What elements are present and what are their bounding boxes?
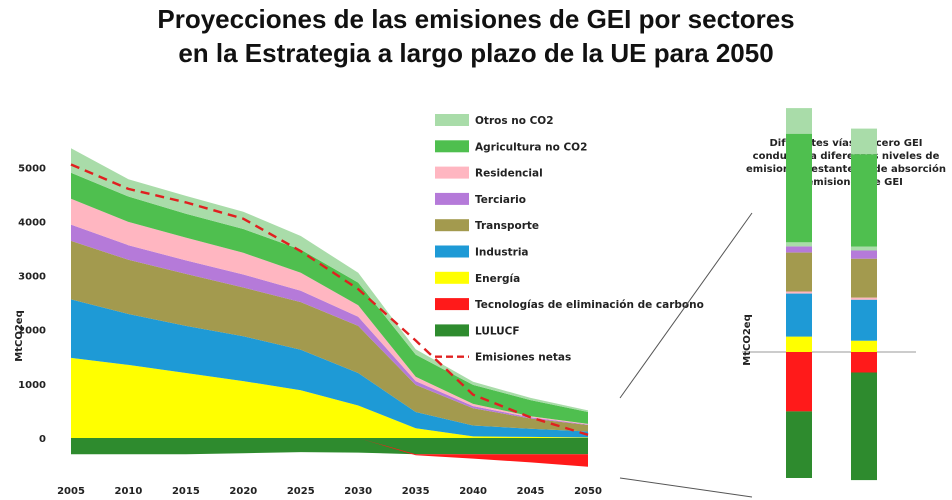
x-tick-label: 2015 [172, 486, 200, 497]
legend-label: Residencial [475, 168, 543, 180]
legend-label: Terciario [475, 194, 526, 206]
y-tick-label: 1000 [18, 380, 46, 391]
bar-segment [851, 341, 877, 352]
bar-segment [786, 294, 812, 337]
legend-label: Emisiones netas [475, 352, 571, 364]
legend-swatch [435, 193, 469, 205]
bar-segment [851, 246, 877, 250]
side-chart-title: emisiones restantes y de absorción [746, 163, 946, 175]
y-tick-label: 5000 [18, 163, 46, 174]
bar-segment [851, 251, 877, 259]
legend-label: LULUCF [475, 325, 520, 337]
y-axis-label: MtCO2eq [14, 310, 25, 361]
bar-segment [786, 352, 812, 411]
legend-swatch [435, 298, 469, 310]
area-lulucf [71, 438, 588, 454]
x-tick-label: 2020 [229, 486, 257, 497]
bar-segment [786, 411, 812, 478]
y-tick-label: 3000 [18, 272, 46, 283]
bar-segment [786, 246, 812, 252]
x-tick-label: 2040 [459, 486, 487, 497]
legend-swatch [435, 246, 469, 258]
bar-segment [851, 300, 877, 341]
legend-swatch [435, 140, 469, 152]
bar-segment [786, 242, 812, 246]
bar-segment [851, 129, 877, 155]
bar-segment [786, 337, 812, 352]
legend-swatch [435, 324, 469, 336]
emissions-chart: 0100020003000400050002005 2010 2015 2020 202… [0, 0, 952, 500]
bar-segment [851, 298, 877, 300]
bar-segment [851, 154, 877, 246]
x-tick-label: 2025 [287, 486, 315, 497]
legend-label: Otros no CO2 [475, 115, 554, 127]
x-tick-label: 2005 [57, 486, 85, 497]
bar-segment [786, 134, 812, 243]
legend-swatch [435, 219, 469, 231]
side-chart-title: conducen a diferentes niveles de [753, 151, 940, 162]
legend-swatch [435, 167, 469, 179]
legend-label: Tecnologías de eliminación de carbono [475, 299, 704, 311]
legend-label: Energía [475, 273, 520, 285]
x-tick-label: 2050 [574, 486, 602, 497]
connector-line [620, 478, 752, 497]
bar-segment [786, 292, 812, 294]
x-tick-label: 2035 [402, 486, 430, 497]
bar-segment [851, 373, 877, 481]
legend-swatch [435, 114, 469, 126]
bar-segment [851, 352, 877, 373]
legend-label: Transporte [475, 220, 539, 232]
y-tick-label: 0 [39, 434, 46, 445]
x-tick-label: 2045 [517, 486, 545, 497]
x-tick-label: 2010 [115, 486, 143, 497]
bar-segment [786, 253, 812, 292]
y-tick-label: 4000 [18, 217, 46, 228]
legend-label: Industria [475, 247, 529, 259]
side-y-axis-label: MtCO2eq [742, 314, 753, 365]
bar-segment [786, 108, 812, 134]
legend-swatch [435, 272, 469, 284]
x-tick-label: 2030 [344, 486, 372, 497]
bar-segment [851, 259, 877, 298]
legend-label: Agricultura no CO2 [475, 141, 587, 153]
